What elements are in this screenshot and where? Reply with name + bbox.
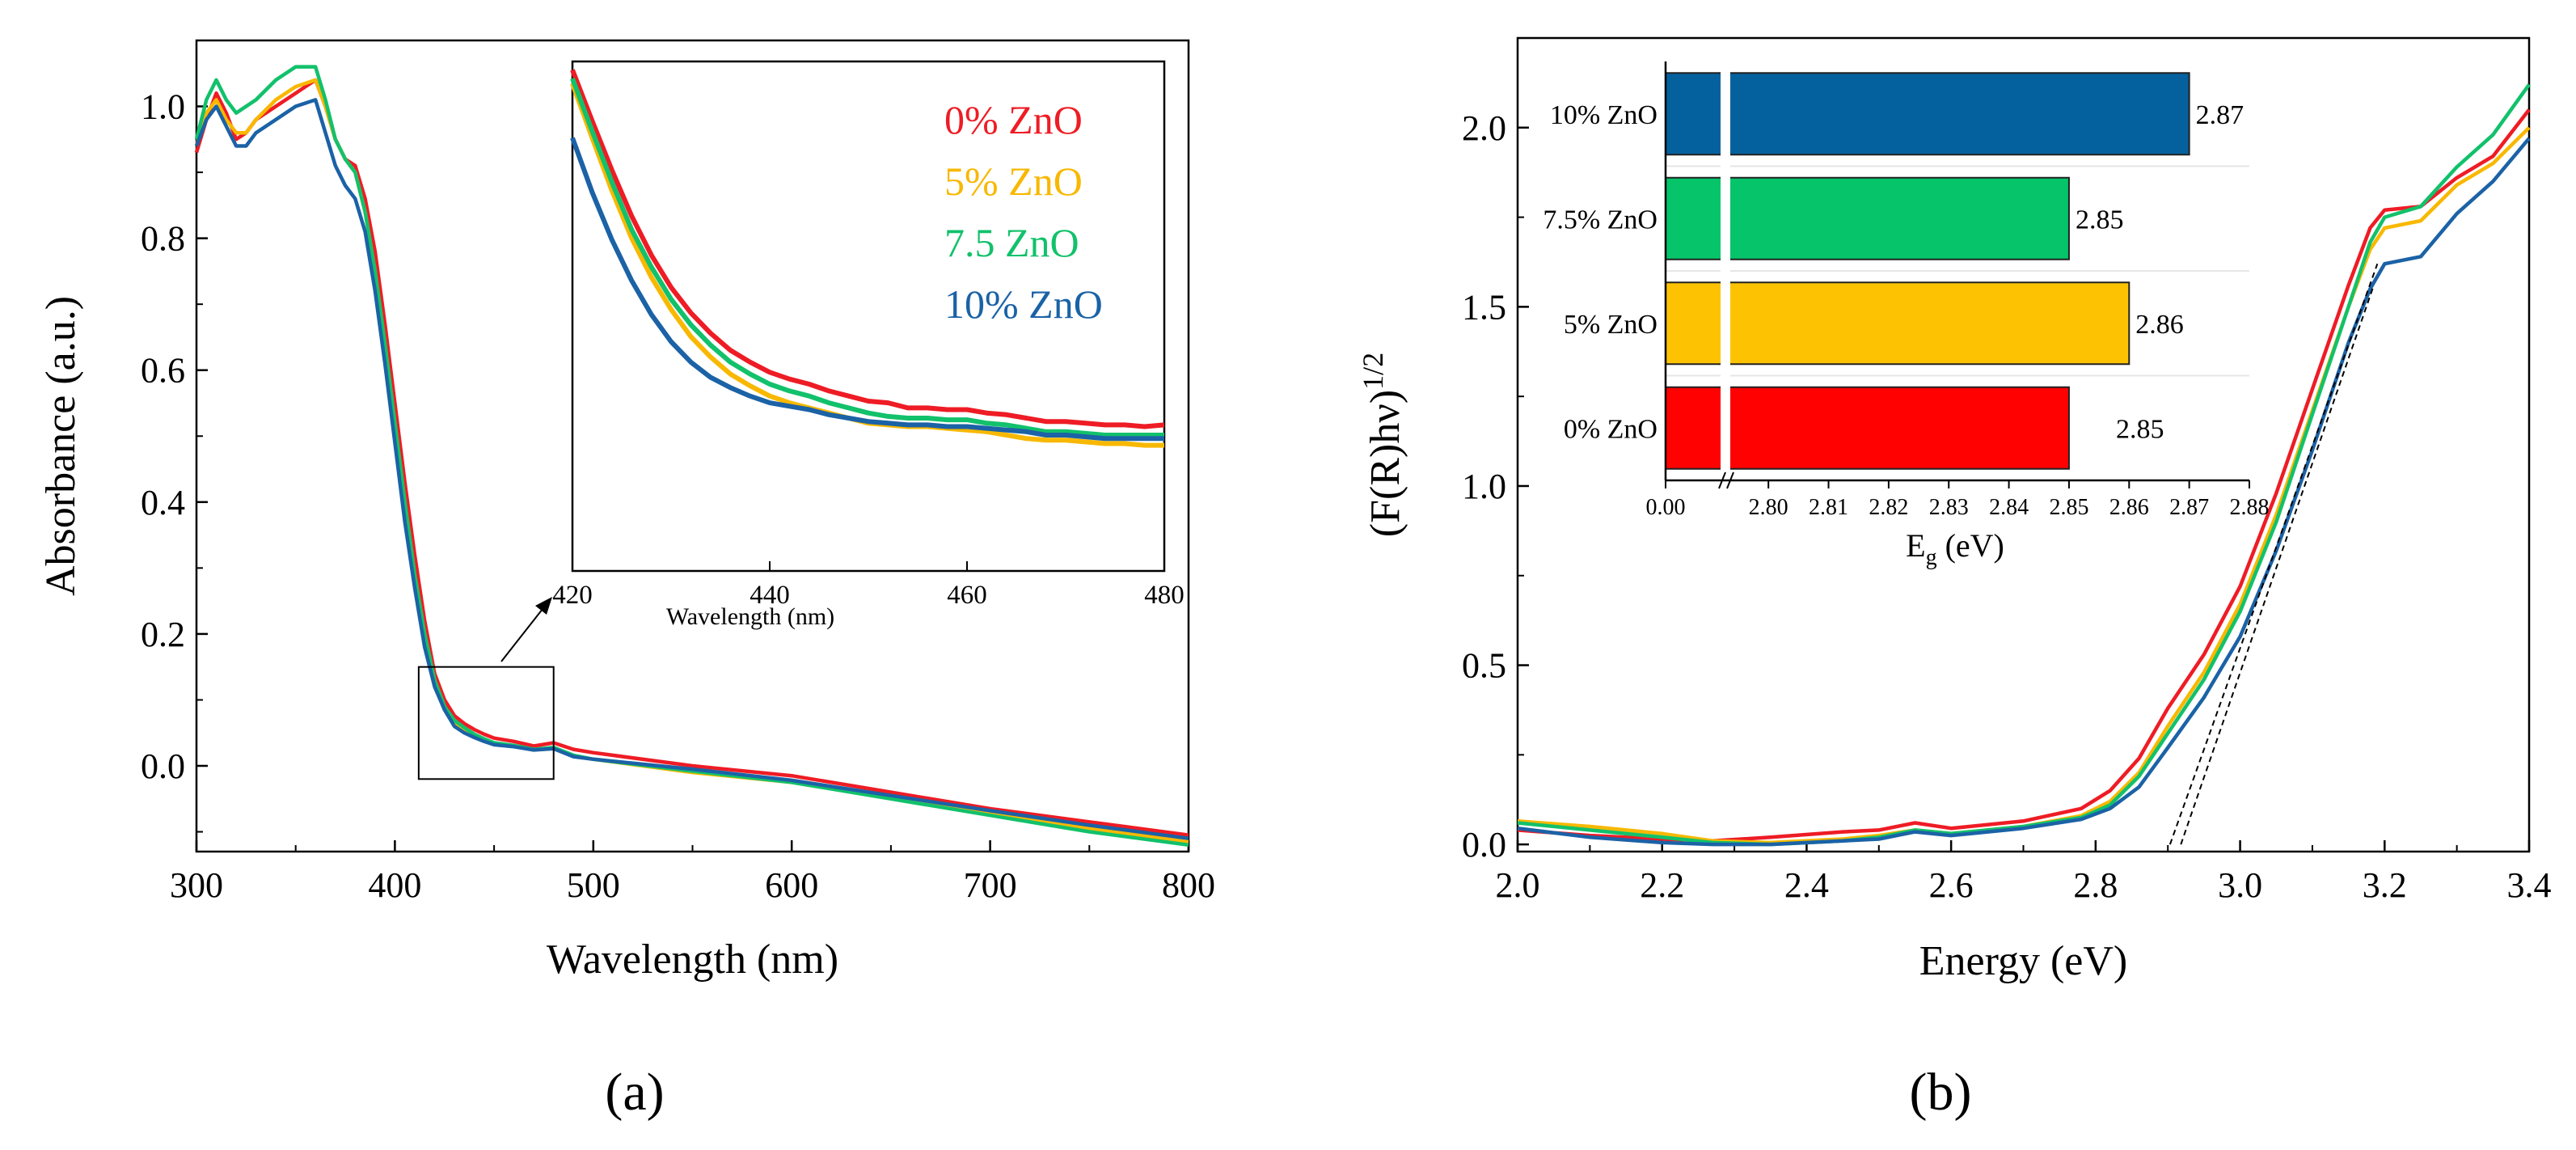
bar-7-5-zno (1665, 176, 2070, 260)
x-tick-label: 400 (368, 865, 421, 905)
inset-series-line-10-zno (570, 137, 1164, 442)
inset-x-tick-label: 420 (552, 581, 593, 610)
panel-a-inset-chart: 420 440 460 480 Wavelength (nm) 0% ZnO 5% ZnO 7… (552, 60, 1185, 630)
inset-x-tick-label: 2.81 (1809, 495, 1848, 520)
legend-entry-7-5-zno: 7.5 ZnO (944, 220, 1079, 265)
x-axis-label: Energy (eV) (1919, 938, 2128, 984)
x-tick-label: 700 (964, 865, 1017, 905)
inset-x-tick-label: 2.83 (1929, 495, 1969, 520)
x-tick-label: 3.0 (2218, 865, 2262, 905)
bar-value-label: 2.85 (2076, 205, 2124, 235)
panel-a-chart: 300 400 500 600 700 800 0.0 0.2 0.4 0.6 0.8 1.0 Wave… (38, 39, 1215, 983)
panel-b-chart: 2.0 2.2 2.4 2.6 2.8 3.0 3.2 3.4 0.0 0.5 1.0 1.5 2.0 E… (1357, 36, 2552, 984)
inset-x-tick-label: 2.85 (2049, 495, 2088, 520)
axis-break-mark (1718, 471, 1726, 489)
inset-x-tick-label: 2.84 (1989, 495, 2029, 520)
bar-category-label: 10% ZnO (1550, 100, 1658, 130)
x-tick-label: 800 (1162, 865, 1215, 905)
bar-0-zno (1665, 386, 2070, 470)
y-tick-label: 0.2 (141, 615, 185, 654)
panel-label-a: (a) (605, 1063, 664, 1122)
y-axis-label: (F(R)hν)1/2 (1357, 353, 1408, 537)
panel-label-b: (b) (1910, 1063, 1972, 1122)
y-tick-label: 2.0 (1462, 108, 1506, 148)
inset-x-tick-label: 2.88 (2230, 495, 2270, 520)
x-tick-label: 600 (765, 865, 818, 905)
bar-category-label: 0% ZnO (1564, 414, 1658, 444)
series-line-10-zno (194, 98, 1189, 840)
bar-category-label: 5% ZnO (1564, 310, 1658, 340)
inset-x-axis-label-unit: (eV) (1937, 527, 2004, 564)
y-tick-label: 0.0 (141, 746, 185, 786)
y-tick-label: 0.0 (1462, 825, 1506, 865)
legend-entry-0-zno: 0% ZnO (944, 97, 1083, 142)
x-tick-label: 300 (170, 865, 223, 905)
y-tick-label: 1.0 (1462, 467, 1506, 506)
y-tick-label: 1.0 (141, 87, 185, 127)
series-line-10-zno (1517, 137, 2531, 847)
x-axis-label: Wavelength (nm) (547, 936, 838, 983)
inset-x-axis-label: Eg (eV) (1906, 527, 2004, 570)
inset-series-line-0-zno (570, 69, 1165, 429)
y-tick-label: 1.5 (1462, 287, 1506, 327)
axis-break-gap (1721, 61, 1730, 480)
inset-x-tick-label: 2.86 (2109, 495, 2149, 520)
inset-frame (571, 60, 1166, 573)
y-tick-label: 0.4 (141, 483, 185, 522)
x-tick-label: 500 (567, 865, 620, 905)
inset-x-tick-label: 2.82 (1869, 495, 1908, 520)
x-tick-label: 2.0 (1496, 865, 1540, 905)
inset-x-tick-label: 2.80 (1749, 495, 1788, 520)
x-tick-label: 2.4 (1784, 865, 1829, 905)
legend-entry-10-zno: 10% ZnO (944, 281, 1103, 327)
y-tick-label: 0.5 (1462, 646, 1506, 686)
x-tick-label: 2.8 (2073, 865, 2118, 905)
tangent-line (2180, 285, 2375, 845)
inset-x-axis-label-subscript: g (1926, 545, 1937, 570)
inset-x-tick-label: 460 (947, 581, 987, 610)
inset-x-axis-label: Wavelength (nm) (666, 603, 834, 630)
series-line-0-zno (1517, 108, 2531, 843)
bar-category-label: 7.5% ZnO (1543, 205, 1658, 235)
inset-x-tick-label: 2.87 (2169, 495, 2209, 520)
y-tick-label: 0.6 (141, 351, 185, 391)
zoom-arrow-head (535, 597, 552, 615)
bar-value-label: 2.85 (2116, 414, 2164, 444)
bar-value-label: 2.87 (2196, 100, 2244, 130)
inset-series-line-7-5-zno (570, 77, 1164, 438)
zoom-arrow-line (500, 604, 547, 662)
x-tick-label: 3.2 (2363, 865, 2407, 905)
y-axis-label: Absorbance (a.u.) (38, 296, 84, 596)
x-tick-label: 2.6 (1929, 865, 1974, 905)
x-tick-label: 2.2 (1640, 865, 1684, 905)
panel-b-inset-bar-chart: 10% ZnO 2.87 7.5% ZnO 2.85 5% ZnO 2.86 0% ZnO 2… (1543, 61, 2270, 570)
inset-x-tick-label: 0.00 (1646, 495, 1686, 520)
x-tick-label: 3.4 (2507, 865, 2552, 905)
inset-x-tick-label: 440 (750, 581, 790, 610)
zoom-region-box (417, 666, 555, 780)
inset-x-tick-label: 480 (1144, 581, 1185, 610)
bar-5-zno (1665, 281, 2130, 366)
bar-10-zno (1665, 72, 2190, 156)
legend-entry-5-zno: 5% ZnO (944, 159, 1083, 204)
axis-break-mark (1726, 471, 1734, 489)
y-tick-label: 0.8 (141, 219, 185, 259)
y-axis-label-superscript: 1/2 (1357, 353, 1389, 390)
bar-value-label: 2.86 (2135, 310, 2184, 340)
